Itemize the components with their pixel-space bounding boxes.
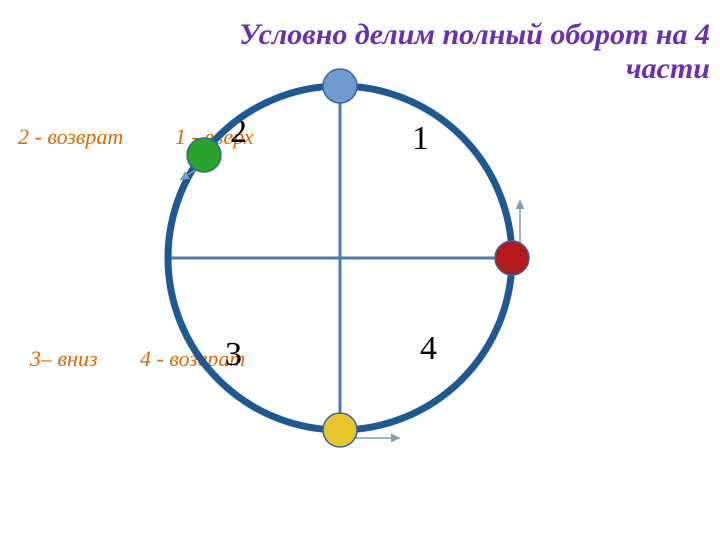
circle-diagram xyxy=(0,0,720,540)
dot-green xyxy=(187,138,221,172)
dot-right xyxy=(495,241,529,275)
diagram-stage: Условно делим полный оборот на 4 части 2… xyxy=(0,0,720,540)
dot-bottom xyxy=(323,413,357,447)
dot-top xyxy=(323,69,357,103)
